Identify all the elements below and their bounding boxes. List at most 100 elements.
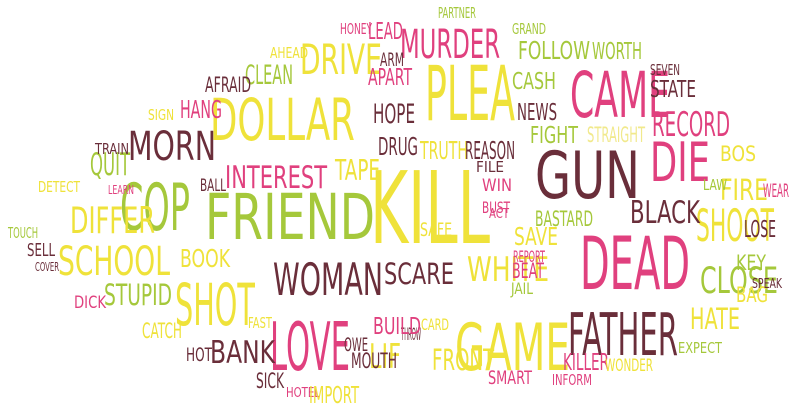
word-clean: CLEAN [245, 61, 294, 92]
word-scare: SCARE [384, 257, 454, 292]
word-key: KEY [736, 250, 766, 275]
word-plea: PLEA [425, 50, 516, 139]
word-sell: SELL [27, 239, 55, 261]
word-hang: HANG [180, 95, 223, 125]
word-smart: SMART [488, 366, 532, 389]
word-quit: QUIT [90, 147, 131, 184]
word-speak: SPEAK [752, 276, 782, 293]
word-morn: MORN [128, 123, 216, 170]
word-card: CARD [421, 315, 449, 335]
word-shot: SHOT [175, 270, 255, 339]
word-dead: DEAD [580, 221, 690, 307]
word-catch: CATCH [142, 318, 183, 343]
word-friend: FRIEND [205, 181, 375, 255]
word-bag: BAG [736, 282, 768, 307]
word-import: IMPORT [309, 382, 360, 409]
word-cover: COVER [35, 259, 60, 275]
word-news: NEWS [517, 99, 558, 126]
word-dick: DICK [74, 291, 106, 312]
word-shoot: SHOOT [696, 201, 774, 253]
word-sign: SIGN [148, 107, 175, 125]
word-came: CAME [570, 59, 671, 133]
word-follow: FOLLOW [518, 36, 591, 66]
word-act: ACT [489, 206, 509, 223]
word-throw: THROW [401, 323, 422, 344]
word-lose: LOSE [744, 216, 777, 243]
word-bust: BUST [482, 198, 510, 218]
word-love: LOVE [270, 307, 351, 386]
word-lif: LIF [369, 336, 402, 376]
word-hot: HOT [186, 343, 212, 366]
word-jail: JAIL [511, 279, 533, 299]
word-front: FRONT [432, 343, 495, 378]
word-sick: SICK [256, 368, 285, 393]
word-report: REPORT [513, 247, 545, 267]
word-bastard: BASTARD [535, 206, 593, 231]
word-bank: BANK [210, 335, 276, 372]
word-grand: GRAND [512, 21, 546, 39]
word-fast: FAST [248, 315, 273, 333]
word-gun: GUN [535, 139, 640, 215]
word-hate: HATE [690, 302, 741, 337]
word-straight: STRAIGHT [587, 122, 646, 147]
word-expect: EXPECT [678, 340, 723, 358]
word-cop: COP [120, 171, 191, 247]
word-touch: TOUCH [8, 225, 39, 243]
word-drug: DRUG [378, 132, 418, 162]
word-differ: DIFFER [70, 198, 156, 242]
word-bos: BOS [720, 141, 757, 166]
word-mouth: MOUTH [351, 348, 398, 373]
word-murder: MURDER [400, 21, 501, 68]
word-state: STATE [650, 76, 696, 103]
word-file: FILE [476, 159, 505, 177]
word-lead: LEAD [368, 18, 403, 45]
word-beat: BEAT [512, 258, 545, 283]
word-cash: CASH [512, 68, 556, 95]
word-reason: REASON [465, 136, 516, 166]
word-partner: PARTNER [438, 5, 476, 23]
word-worth: WORTH [592, 38, 643, 65]
word-save: SAVE [514, 222, 559, 252]
word-detect: DETECT [38, 179, 80, 197]
word-hope: HOPE [373, 100, 416, 131]
word-afraid: AFRAID [205, 72, 251, 97]
word-arm: ARM [380, 48, 405, 71]
word-killer: KILLER [563, 349, 609, 376]
word-build: BUILD [373, 313, 422, 340]
word-school: SCHOOL [58, 238, 171, 285]
word-tape: TAPE [335, 154, 380, 188]
word-hotel: HOTEL [286, 385, 321, 402]
word-ball: BALL [200, 174, 227, 195]
word-apart: APART [368, 64, 413, 91]
word-die: DIE [650, 129, 711, 194]
word-white: WHITE [467, 249, 550, 289]
word-honey: HONEY [340, 21, 372, 39]
word-inform: INFORM [552, 372, 592, 390]
word-interest: INTEREST [225, 160, 328, 197]
word-wear: WEAR [763, 179, 790, 202]
word-law: LAW [703, 177, 727, 195]
word-ahead: AHEAD [270, 45, 309, 63]
word-train: TRAIN [95, 141, 130, 159]
word-record: RECORD [652, 104, 730, 144]
word-stupid: STUPID [104, 278, 173, 313]
word-close: CLOSE [700, 258, 778, 302]
word-learn: LEARN [108, 182, 135, 198]
word-book: BOOK [180, 244, 231, 274]
word-black: BLACK [630, 195, 700, 232]
word-seven: SEVEN [650, 62, 680, 80]
word-dollar: DOLLAR [210, 85, 355, 154]
word-father: FATHER [568, 300, 678, 370]
word-fire: FIRE [720, 173, 768, 208]
word-wonder: WONDER [605, 354, 654, 375]
word-owe: OWE [344, 333, 369, 356]
word-drive: DRIVE [300, 35, 383, 85]
word-kill: KILL [370, 150, 491, 267]
word-safe: SAFE [420, 218, 453, 241]
word-win: WIN [482, 174, 513, 195]
word-woman: WOMAN [273, 255, 384, 307]
word-fight: FIGHT [530, 122, 579, 149]
word-truth: TRUTH [420, 136, 468, 166]
word-game: GAME [455, 311, 570, 387]
